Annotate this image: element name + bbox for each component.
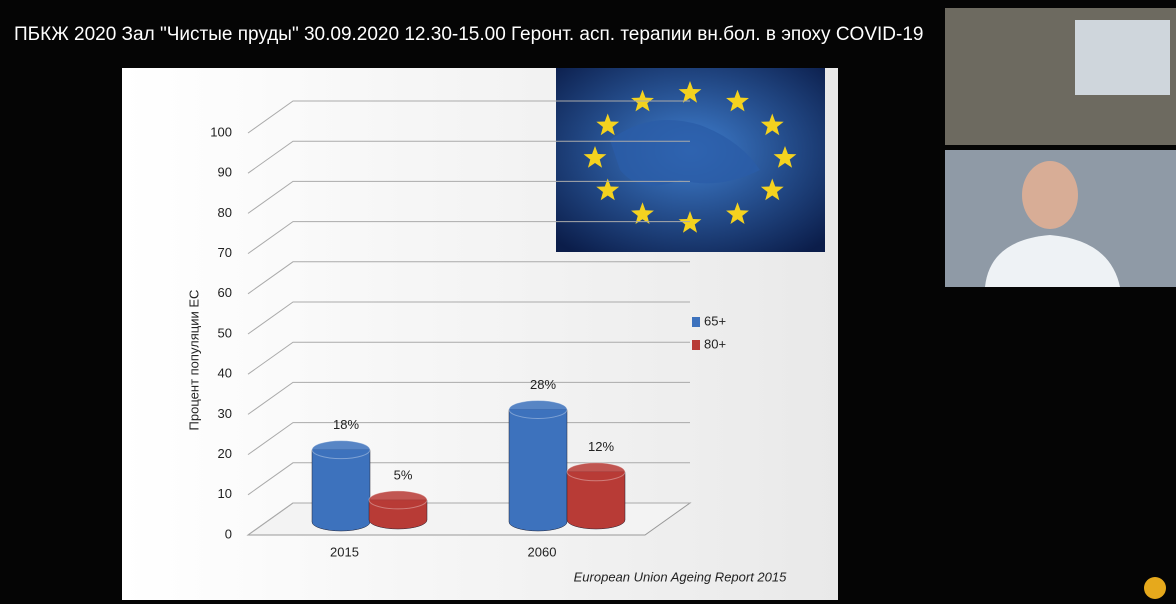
- bar-top: [368, 490, 428, 510]
- bar: [508, 409, 568, 532]
- bar-top: [508, 399, 568, 419]
- page-title: ПБКЖ 2020 Зал "Чистые пруды" 30.09.2020 …: [14, 24, 923, 45]
- grid-line: [247, 381, 690, 415]
- y-tick-label: 60: [218, 285, 232, 300]
- grid-line: [247, 221, 690, 255]
- star: [726, 202, 749, 224]
- app-icon: [1144, 577, 1166, 599]
- bar-top: [566, 462, 626, 482]
- y-tick-label: 90: [218, 165, 232, 180]
- star: [596, 178, 620, 201]
- y-tick-label: 50: [218, 325, 232, 340]
- grid-line: [247, 341, 690, 375]
- star: [760, 113, 784, 136]
- value-label: 28%: [530, 377, 556, 392]
- y-tick-label: 30: [218, 406, 232, 421]
- y-tick-label: 100: [210, 124, 232, 139]
- grid-line: [247, 140, 690, 174]
- value-label: 12%: [588, 439, 614, 454]
- y-tick-label: 80: [218, 205, 232, 220]
- y-tick-label: 70: [218, 245, 232, 260]
- value-label: 18%: [333, 417, 359, 432]
- bar-top: [311, 440, 371, 460]
- star: [583, 146, 607, 168]
- value-label: 5%: [394, 467, 413, 482]
- source: European Union Ageing Report 2015: [574, 569, 787, 584]
- star: [773, 146, 797, 168]
- star: [596, 113, 620, 136]
- legend-label: 80+: [704, 336, 726, 351]
- x-tick-label: 2060: [528, 544, 557, 559]
- legend-label: 65+: [704, 313, 726, 328]
- bar: [566, 471, 626, 530]
- star: [726, 89, 749, 112]
- star: [631, 202, 654, 224]
- y-tick-label: 40: [218, 366, 232, 381]
- bar: [311, 449, 371, 532]
- legend-swatch: [692, 317, 700, 327]
- grid-line: [247, 301, 690, 335]
- star: [760, 178, 784, 201]
- grid-line: [247, 100, 690, 134]
- grid-line: [247, 261, 690, 295]
- y-axis-label: Процент популяции ЕС: [186, 290, 201, 431]
- y-tick-label: 10: [218, 486, 232, 501]
- y-tick-label: 0: [225, 526, 232, 541]
- video-face: [1022, 161, 1078, 229]
- video-screen: [1075, 20, 1170, 95]
- star: [678, 81, 702, 103]
- legend-swatch: [692, 340, 700, 350]
- y-tick-label: 20: [218, 446, 232, 461]
- video-body: [985, 235, 1120, 287]
- grid-line: [247, 180, 690, 214]
- x-tick-label: 2015: [330, 544, 359, 559]
